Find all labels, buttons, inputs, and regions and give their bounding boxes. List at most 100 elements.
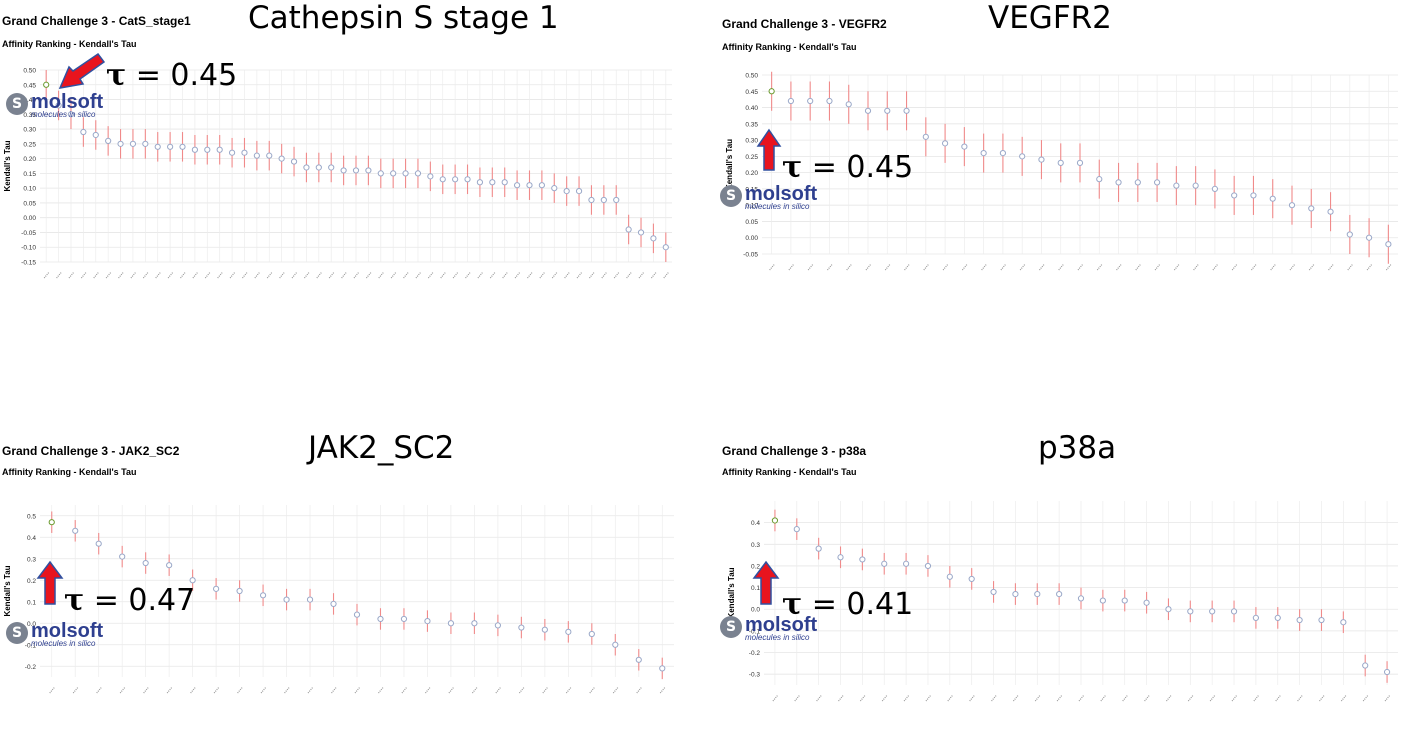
x-tick-mark: [991, 694, 998, 702]
y-tick-label: 0.10: [745, 203, 758, 210]
data-point: [946, 573, 953, 580]
x-tick-mark: [266, 271, 273, 279]
tau-annotation: τ = 0.41: [782, 587, 913, 622]
x-tick-mark: [1056, 694, 1063, 702]
x-tick-mark: [769, 263, 776, 271]
y-tick-label: -0.1: [25, 642, 37, 649]
chart-grand-title: Grand Challenge 3 - CatS_stage1: [2, 14, 191, 28]
tau-symbol: τ: [782, 587, 803, 622]
data-point: [941, 140, 949, 147]
data-point: [80, 128, 87, 136]
y-tick-label: 0.0: [751, 607, 760, 614]
chart-panel-p38a: 0.4 0.3 0.2 0.1 0.0 -0.1 -0.2 -0.3 Kendall's Tau…: [720, 425, 1412, 725]
data-point: [43, 81, 50, 88]
x-tick-mark: [166, 686, 173, 694]
x-tick-mark: [794, 694, 801, 702]
data-point: [72, 527, 79, 534]
data-point: [513, 182, 521, 189]
data-point: [1173, 182, 1180, 189]
x-tick-mark: [80, 271, 87, 279]
x-tick-mark: [1385, 263, 1392, 271]
y-axis-label: Kendall's Tau: [727, 567, 736, 618]
data-point: [1318, 616, 1325, 624]
molsoft-s-icon: S: [6, 93, 28, 115]
x-tick-mark: [1231, 694, 1238, 702]
data-point: [565, 628, 572, 635]
data-point: [427, 173, 434, 180]
x-tick-mark: [1058, 263, 1065, 271]
x-tick-mark: [291, 271, 298, 279]
data-point: [518, 624, 525, 631]
x-tick-mark: [903, 694, 910, 702]
y-tick-label: -0.2: [749, 650, 761, 657]
chart-grand-title: Grand Challenge 3 - p38a: [722, 444, 867, 458]
x-tick-mark: [378, 271, 385, 279]
data-point: [845, 101, 852, 108]
x-tick-mark: [237, 686, 244, 694]
x-tick-mark: [155, 271, 162, 279]
y-tick-label: 0.20: [745, 170, 758, 177]
y-tick-label: 0.25: [745, 154, 758, 161]
x-tick-mark: [1096, 263, 1103, 271]
x-tick-mark: [638, 271, 645, 279]
y-tick-label: 0.15: [745, 186, 758, 193]
chart-panel-vegfr2: 0.50 0.45 0.40 0.35 0.30 0.25 0.20 0.15 0.10 0.05…: [720, 0, 1412, 300]
x-tick-mark: [1308, 263, 1315, 271]
x-tick-mark: [403, 271, 410, 279]
tau-value: = 0.47: [84, 583, 196, 618]
data-point: [1038, 156, 1045, 163]
x-tick-mark: [1078, 694, 1085, 702]
data-point: [635, 656, 642, 663]
data-point: [476, 179, 484, 186]
data-point: [768, 88, 775, 95]
x-tick-mark: [93, 271, 100, 279]
chart-big-title: p38a: [1038, 430, 1117, 466]
y-tick-label: 0.40: [23, 97, 36, 104]
data-point: [259, 592, 267, 599]
y-tick-label: -0.15: [21, 260, 36, 267]
data-point: [575, 188, 583, 195]
molsoft-s-icon: S: [720, 616, 742, 638]
data-point: [980, 150, 987, 157]
chart-big-title: Cathepsin S stage 1: [248, 0, 559, 36]
y-tick-label: -0.05: [21, 230, 36, 237]
x-tick-mark: [923, 263, 930, 271]
data-point: [306, 596, 314, 603]
x-tick-mark: [1165, 694, 1172, 702]
logo-tagline: molecules in silico: [31, 639, 96, 648]
data-point: [303, 164, 310, 171]
tau-annotation: τ = 0.45: [106, 58, 237, 93]
x-tick-mark: [96, 686, 103, 694]
x-tick-mark: [650, 271, 657, 279]
x-tick-mark: [1077, 263, 1084, 271]
data-point: [278, 155, 285, 162]
data-point: [48, 519, 55, 526]
x-tick-mark: [167, 271, 174, 279]
data-point: [402, 170, 409, 177]
data-point: [117, 140, 124, 147]
tau-value: = 0.41: [802, 587, 914, 622]
x-tick-mark: [427, 271, 434, 279]
x-tick-mark: [518, 686, 525, 694]
tau-symbol: τ: [64, 583, 85, 618]
x-tick-mark: [1144, 694, 1151, 702]
x-tick-mark: [846, 263, 853, 271]
data-point: [807, 97, 814, 105]
x-tick-mark: [192, 271, 199, 279]
y-tick-label: -0.2: [25, 664, 37, 671]
y-tick-label: 0.50: [745, 73, 758, 80]
chart-panel-cats: 0.50 0.45 0.40 0.35 0.30 0.25 0.20 0.15 0.10 0.05…: [0, 0, 700, 300]
y-tick-label: 0.05: [745, 219, 758, 226]
data-point: [999, 150, 1007, 157]
x-tick-mark: [1340, 694, 1347, 702]
data-point: [179, 143, 186, 150]
x-tick-mark: [452, 271, 459, 279]
logo-tagline: molecules in silico: [745, 633, 810, 642]
x-tick-mark: [1212, 263, 1219, 271]
chart-plot-cats: 0.50 0.45 0.40 0.35 0.30 0.25 0.20 0.15 0.10 0.05…: [3, 68, 672, 279]
data-point: [489, 179, 496, 186]
x-tick-mark: [1000, 263, 1007, 271]
x-tick-mark: [354, 686, 361, 694]
x-tick-mark: [807, 263, 814, 271]
y-axis-label: Kendall's Tau: [725, 139, 734, 190]
